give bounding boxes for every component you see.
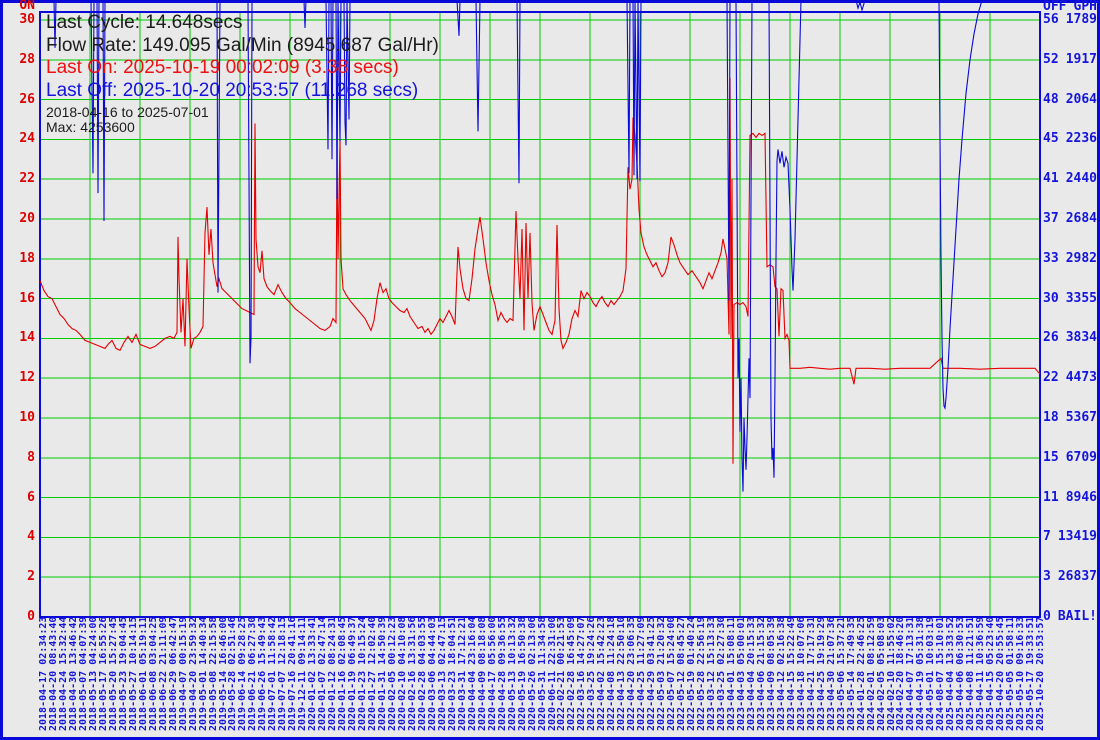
gph-tick-label: BAIL! xyxy=(1057,609,1097,624)
series-lines xyxy=(39,0,1041,492)
off-tick-label: 22 xyxy=(1043,370,1059,385)
y-axis-left-tick-label: 28 xyxy=(19,52,35,67)
right-axis-title-off: OFF xyxy=(1043,0,1067,14)
y-axis-left-tick-label: 10 xyxy=(19,410,35,425)
y-axis-right-tick-row: 41 2440 xyxy=(1043,172,1097,186)
y-axis-left-tick-label: 14 xyxy=(19,330,35,345)
y-axis-right-tick-row: 3 26837 xyxy=(1043,570,1097,584)
gph-tick-label: 5367 xyxy=(1065,410,1097,425)
gph-tick-label: 1789 xyxy=(1065,12,1097,27)
off-tick-label: 18 xyxy=(1043,410,1059,425)
y-axis-right-tick-row: 33 2982 xyxy=(1043,252,1097,266)
y-axis-right-tick-row: 48 2064 xyxy=(1043,93,1097,107)
gph-tick-label: 2440 xyxy=(1065,171,1097,186)
max-value-text: Max: 4253600 xyxy=(46,119,135,135)
y-axis-left-tick-label: 26 xyxy=(19,92,35,107)
y-axis-left-tick-label: 30 xyxy=(19,12,35,27)
x-axis-date-label: 2020-05-31 11:34:58 xyxy=(536,616,548,731)
y-axis-right-tick-row: 52 1917 xyxy=(1043,53,1097,67)
off-tick-label: 37 xyxy=(1043,211,1059,226)
off-tick-label: 7 xyxy=(1043,529,1051,544)
x-axis-date-label: 2020-05-26 02:13:06 xyxy=(526,616,538,731)
date-range-text: 2018-04-16 to 2025-07-01 xyxy=(46,104,209,120)
last-off-text: Last Off: 2025-10-20 20:53:57 (11.268 se… xyxy=(46,80,419,101)
y-axis-left-tick-label: 8 xyxy=(27,450,35,465)
flow-rate-text: Flow Rate: 149.095 Gal/Min (8945.687 Gal… xyxy=(46,35,439,56)
gph-tick-label: 6709 xyxy=(1065,450,1097,465)
last-on-text: Last On: 2025-10-19 00:02:09 (3.38 secs) xyxy=(46,57,399,78)
y-axis-left-tick-label: 24 xyxy=(19,131,35,146)
off-tick-label: 26 xyxy=(1043,330,1059,345)
y-axis-right-tick-row: 11 8946 xyxy=(1043,491,1097,505)
gph-tick-label: 2982 xyxy=(1065,251,1097,266)
plot-border xyxy=(39,11,1041,618)
gph-tick-label: 3355 xyxy=(1065,291,1097,306)
y-axis-right-tick-row: 37 2684 xyxy=(1043,212,1097,226)
y-axis-right-tick-row: 26 3834 xyxy=(1043,331,1097,345)
off-tick-label: 45 xyxy=(1043,131,1059,146)
y-axis-right-tick-row: 7 13419 xyxy=(1043,530,1097,544)
gph-tick-label: 8946 xyxy=(1065,490,1097,505)
off-tick-label: 48 xyxy=(1043,92,1059,107)
gph-tick-label: 2684 xyxy=(1065,211,1097,226)
y-axis-right-tick-row: 56 1789 xyxy=(1043,13,1097,27)
off-tick-label: 41 xyxy=(1043,171,1059,186)
off-tick-label: 30 xyxy=(1043,291,1059,306)
left-axis-title: ON xyxy=(19,0,35,13)
x-axis-date-label: 2024-02-01 08:12:59 xyxy=(865,616,877,731)
off-tick-label: 33 xyxy=(1043,251,1059,266)
gph-tick-label: 1917 xyxy=(1065,52,1097,67)
on-series-line xyxy=(39,77,1041,464)
right-axis-header: OFF GPH xyxy=(1043,0,1097,14)
y-axis-right-tick-row: 45 2236 xyxy=(1043,132,1097,146)
gph-tick-label: 2064 xyxy=(1065,92,1097,107)
off-tick-label: 52 xyxy=(1043,52,1059,67)
off-tick-label: 0 xyxy=(1043,609,1051,624)
y-axis-left-tick-label: 6 xyxy=(27,490,35,505)
y-axis-right-tick-row: 22 4473 xyxy=(1043,371,1097,385)
off-tick-label: 11 xyxy=(1043,490,1059,505)
y-axis-left-tick-label: 16 xyxy=(19,291,35,306)
y-axis-left-tick-label: 0 xyxy=(27,609,35,624)
y-axis-right-tick-row: 15 6709 xyxy=(1043,451,1097,465)
x-axis-date-label: 2019-05-01 14:40:34 xyxy=(197,616,209,731)
grid xyxy=(39,12,1041,618)
y-axis-left-tick-label: 22 xyxy=(19,171,35,186)
y-axis-left-tick-label: 18 xyxy=(19,251,35,266)
right-axis-title-gph: GPH xyxy=(1073,0,1097,14)
y-axis-left-tick-label: 12 xyxy=(19,370,35,385)
y-axis-right-tick-row: 30 3355 xyxy=(1043,292,1097,306)
x-axis-date-label: 2019-05-08 22:15:58 xyxy=(207,616,219,731)
gph-tick-label: 26837 xyxy=(1057,569,1097,584)
off-tick-label: 3 xyxy=(1043,569,1051,584)
y-axis-left-tick-label: 4 xyxy=(27,529,35,544)
y-axis-left-tick-label: 2 xyxy=(27,569,35,584)
x-axis-date-label: 2024-02-05 05:08:03 xyxy=(875,616,887,731)
off-tick-label: 15 xyxy=(1043,450,1059,465)
x-axis-date-label: 2024-01-28 22:46:25 xyxy=(855,616,867,731)
gph-tick-label: 3834 xyxy=(1065,330,1097,345)
gph-tick-label: 4473 xyxy=(1065,370,1097,385)
gph-tick-label: 13419 xyxy=(1057,529,1097,544)
y-axis-left-tick-label: 20 xyxy=(19,211,35,226)
y-axis-right-tick-row: 18 5367 xyxy=(1043,411,1097,425)
y-axis-right-tick-row: 0 BAIL! xyxy=(1043,610,1097,624)
last-cycle-text: Last Cycle: 14.648secs xyxy=(46,12,243,33)
x-axis-date-label: 2025-10-20 20:53:57 xyxy=(1035,616,1046,731)
off-series-line xyxy=(40,0,1040,492)
gph-tick-label: 2236 xyxy=(1065,131,1097,146)
off-tick-label: 56 xyxy=(1043,12,1059,27)
